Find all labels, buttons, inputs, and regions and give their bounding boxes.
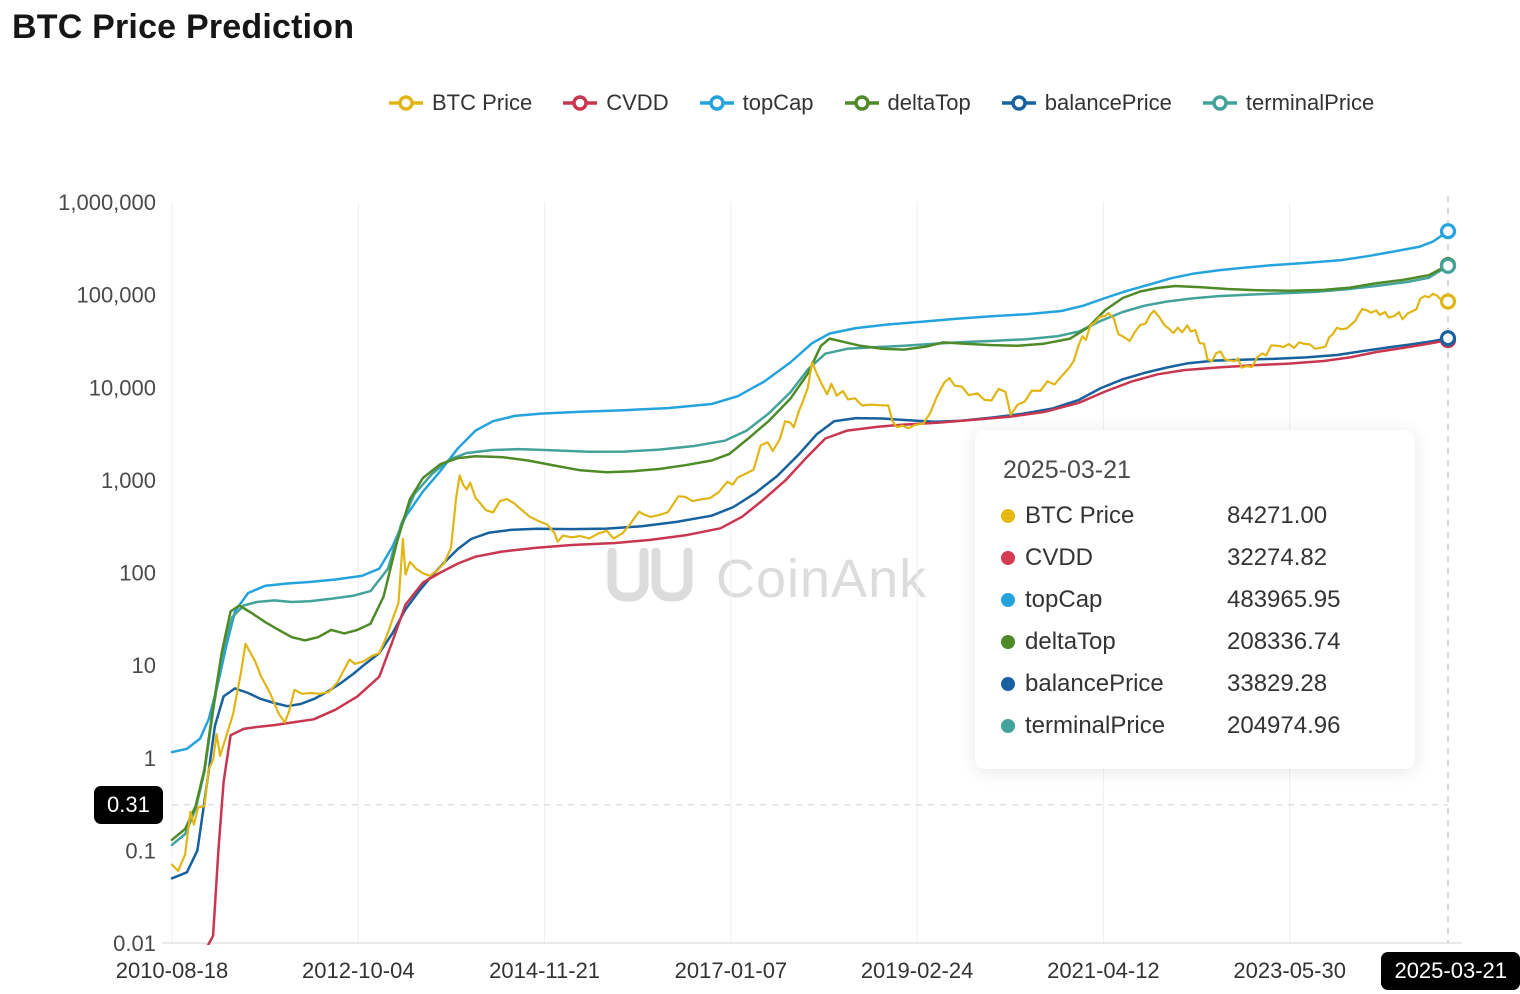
x-tick-label: 2019-02-24 bbox=[861, 958, 974, 983]
x-crosshair-label: 2025-03-21 bbox=[1381, 952, 1520, 990]
series-line-terminalprice bbox=[170, 264, 1450, 847]
legend-item-btc-price[interactable]: BTC Price bbox=[388, 90, 532, 116]
tooltip-row-balanceprice: balancePrice 33829.28 bbox=[1001, 663, 1389, 705]
legend-item-topcap[interactable]: topCap bbox=[699, 90, 814, 116]
tooltip-series-value: 84271.00 bbox=[1227, 502, 1328, 529]
x-tick-label: 2021-04-12 bbox=[1047, 958, 1160, 983]
y-crosshair-label: 0.31 bbox=[94, 786, 163, 824]
page-title: BTC Price Prediction bbox=[12, 8, 355, 46]
series-endpoint-topcap bbox=[1439, 223, 1457, 240]
series-endpoint-terminalprice bbox=[1439, 257, 1457, 274]
tooltip-series-value: 208336.74 bbox=[1227, 628, 1341, 655]
legend-item-balanceprice[interactable]: balancePrice bbox=[1001, 90, 1172, 116]
y-tick-label: 10,000 bbox=[89, 375, 156, 400]
x-tick-label: 2014-11-21 bbox=[489, 958, 600, 983]
y-tick-label: 10 bbox=[132, 653, 156, 678]
y-tick-label: 1,000 bbox=[101, 468, 156, 493]
x-tick-label: 2010-08-18 bbox=[116, 958, 229, 983]
tooltip-row-btc-price: BTC Price 84271.00 bbox=[1001, 495, 1389, 537]
tooltip-row-deltatop: deltaTop 208336.74 bbox=[1001, 621, 1389, 663]
series-line-deltatop bbox=[170, 263, 1450, 842]
legend-marker-icon bbox=[844, 95, 879, 111]
tooltip-series-name: CVDD bbox=[1025, 544, 1094, 571]
legend-item-terminalprice[interactable]: terminalPrice bbox=[1202, 90, 1374, 116]
tooltip-date: 2025-03-21 bbox=[1003, 456, 1131, 484]
tooltip-rows: BTC Price 84271.00 CVDD 32274.82 topCap 48396… bbox=[1001, 495, 1389, 747]
tooltip-series-value: 32274.82 bbox=[1227, 544, 1328, 571]
legend-label: BTC Price bbox=[432, 90, 533, 115]
x-tick-label: 2023-05-30 bbox=[1233, 958, 1346, 983]
y-tick-label: 0.01 bbox=[113, 931, 156, 956]
y-tick-label: 1 bbox=[144, 746, 156, 771]
series-line-cvdd bbox=[206, 338, 1450, 945]
tooltip-row-topcap: topCap 483965.95 bbox=[1001, 579, 1389, 621]
series-dot-icon bbox=[1001, 551, 1015, 565]
series-dot-icon bbox=[1001, 593, 1015, 607]
series-line-btc-price bbox=[170, 292, 1450, 872]
legend-marker-icon bbox=[389, 95, 423, 111]
y-tick-label: 100,000 bbox=[76, 283, 156, 308]
legend-marker-icon bbox=[563, 95, 598, 111]
series-dot-icon bbox=[1001, 635, 1015, 649]
watermark-text: CoinAnk bbox=[716, 549, 928, 609]
tooltip-row-terminalprice: terminalPrice 204974.96 bbox=[1001, 705, 1389, 747]
legend-item-deltatop[interactable]: deltaTop bbox=[844, 90, 971, 116]
legend-item-cvdd[interactable]: CVDD bbox=[562, 90, 669, 116]
series-dot-icon bbox=[1001, 677, 1015, 691]
watermark: CoinAnk bbox=[602, 548, 927, 610]
series-line-balanceprice bbox=[170, 336, 1450, 880]
legend-marker-icon bbox=[1202, 95, 1237, 111]
legend-label: balancePrice bbox=[1044, 90, 1172, 115]
series-endpoint-balanceprice bbox=[1439, 330, 1457, 347]
legend-label: deltaTop bbox=[887, 90, 971, 115]
tooltip-row-cvdd: CVDD 32274.82 bbox=[1001, 537, 1389, 579]
tooltip-series-value: 33829.28 bbox=[1227, 670, 1328, 697]
legend-label: terminalPrice bbox=[1245, 90, 1375, 115]
chart-tooltip: 2025-03-21 BTC Price 84271.00 CVDD 32274.82… bbox=[975, 430, 1415, 769]
tooltip-series-name: topCap bbox=[1025, 586, 1103, 613]
series-line-topcap bbox=[170, 229, 1450, 754]
series-dot-icon bbox=[1001, 719, 1015, 733]
x-tick-label: 2017-01-07 bbox=[675, 958, 788, 983]
tooltip-series-value: 483965.95 bbox=[1227, 586, 1341, 613]
tooltip-series-name: deltaTop bbox=[1025, 628, 1116, 655]
y-tick-label: 1,000,000 bbox=[58, 190, 156, 215]
tooltip-series-name: BTC Price bbox=[1025, 502, 1135, 529]
x-tick-label: 2012-10-04 bbox=[302, 958, 415, 983]
legend-label: topCap bbox=[742, 90, 814, 115]
legend-marker-icon bbox=[699, 95, 734, 111]
series-endpoint-btc-price bbox=[1439, 293, 1457, 310]
series-dot-icon bbox=[1001, 509, 1015, 523]
legend-marker-icon bbox=[1001, 95, 1036, 111]
y-tick-label: 0.1 bbox=[125, 838, 156, 863]
legend: BTC Price CVDD topCap deltaTop balancePrice t… bbox=[388, 90, 1374, 116]
tooltip-series-name: balancePrice bbox=[1025, 670, 1164, 697]
y-tick-label: 100 bbox=[119, 561, 156, 586]
legend-label: CVDD bbox=[606, 90, 669, 115]
tooltip-series-name: terminalPrice bbox=[1025, 712, 1166, 739]
tooltip-series-value: 204974.96 bbox=[1227, 712, 1341, 739]
coinank-logo-icon bbox=[607, 548, 693, 602]
